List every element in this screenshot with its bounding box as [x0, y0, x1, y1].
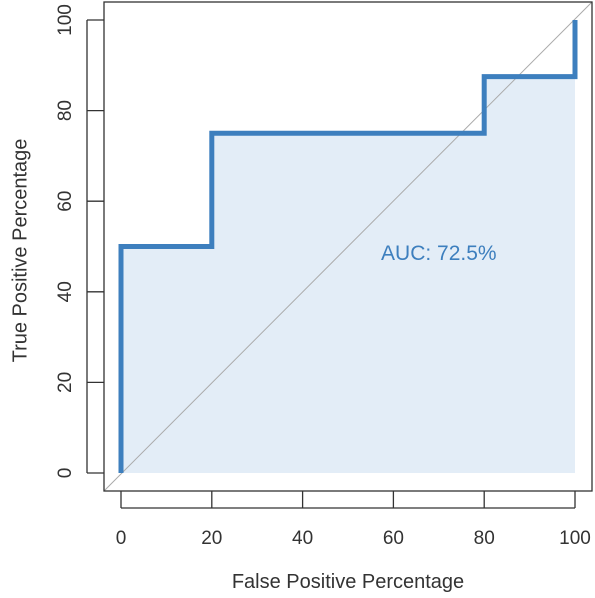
auc-annotation: AUC: 72.5% [381, 242, 497, 265]
y-tick-label: 40 [55, 281, 76, 302]
y-tick-label: 100 [55, 4, 76, 36]
y-axis-title: True Positive Percentage [9, 139, 31, 363]
x-axis-title: False Positive Percentage [232, 571, 464, 593]
y-tick-label: 60 [55, 191, 76, 212]
x-tick-label: 40 [292, 528, 313, 549]
plot-area [103, 1, 593, 492]
reference-diagonal [103, 1, 593, 492]
y-tick-label: 80 [55, 100, 76, 121]
x-tick-label: 0 [116, 528, 127, 549]
roc-curve [118, 20, 578, 473]
y-tick-label: 20 [55, 372, 76, 393]
x-tick-label: 20 [201, 528, 222, 549]
x-tick-label: 60 [383, 528, 404, 549]
x-tick-label: 100 [559, 528, 591, 549]
x-tick-label: 80 [474, 528, 495, 549]
axes: 0 20 40 60 80 100 0 20 40 60 80 100 [55, 1, 593, 549]
y-tick-label: 0 [55, 468, 76, 479]
plot-frame [103, 1, 593, 492]
